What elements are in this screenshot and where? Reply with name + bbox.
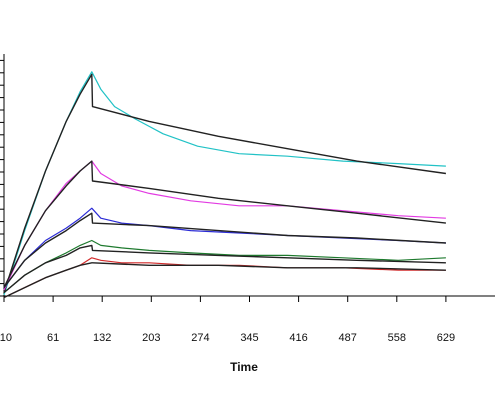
data-line-8 xyxy=(3,257,446,299)
x-tick-label-0: -10 xyxy=(0,332,12,344)
fit-line-9 xyxy=(3,262,446,299)
x-tick-label-6: 416 xyxy=(289,332,307,344)
x-tick-label-5: 345 xyxy=(240,332,258,344)
fit-line-7 xyxy=(3,244,446,294)
series-layer xyxy=(3,71,446,299)
x-tick-label-4: 274 xyxy=(191,332,209,344)
fit-line-5 xyxy=(3,212,446,289)
fit-line-3 xyxy=(3,160,446,288)
fit-line-1 xyxy=(3,73,446,293)
axes-layer: -10 61 132 203 274 345 416 487 558 629 xyxy=(0,54,495,344)
x-tick-label-2: 132 xyxy=(93,332,111,344)
data-line-4 xyxy=(3,207,446,288)
x-tick-label-1: 61 xyxy=(47,332,59,344)
x-tick-label-8: 558 xyxy=(388,332,406,344)
x-tick-label-9: 629 xyxy=(437,332,455,344)
x-axis-title: Time xyxy=(230,360,258,374)
data-line-6 xyxy=(3,239,446,294)
x-tick-label-3: 203 xyxy=(142,332,160,344)
x-tick-label-7: 487 xyxy=(339,332,357,344)
